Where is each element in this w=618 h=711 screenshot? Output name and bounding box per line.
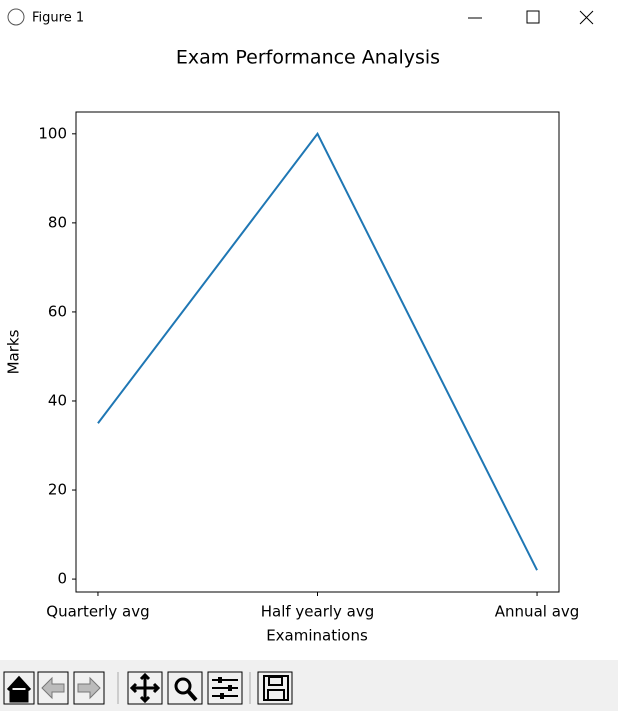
- toolbar: [0, 660, 618, 711]
- pan-button[interactable]: [127, 671, 163, 705]
- home-button[interactable]: [3, 671, 35, 705]
- close-button[interactable]: [579, 10, 594, 25]
- y-tick-label: 20: [48, 481, 67, 499]
- save-button[interactable]: [257, 671, 293, 705]
- y-tick-label: 80: [48, 213, 67, 231]
- axes-frame: [75, 111, 560, 593]
- app-icon: [7, 8, 25, 26]
- maximize-button[interactable]: [526, 10, 540, 24]
- x-axis-label: Examinations: [266, 627, 368, 645]
- y-tick-label: 40: [48, 391, 67, 409]
- data-line: [97, 131, 538, 571]
- y-axis-label: Marks: [5, 329, 23, 374]
- forward-button[interactable]: [73, 671, 105, 705]
- x-tick-label: Quarterly avg: [46, 603, 149, 621]
- configure-button[interactable]: [207, 671, 243, 705]
- x-tick-label: Annual avg: [495, 603, 580, 621]
- back-button[interactable]: [37, 671, 69, 705]
- window-title: Figure 1: [32, 11, 84, 26]
- y-tick-label: 60: [48, 302, 67, 320]
- y-tick-label: 100: [38, 124, 67, 142]
- y-tick-label: 0: [57, 570, 67, 588]
- chart-title: Exam Performance Analysis: [176, 47, 440, 69]
- x-tick-label: Half yearly avg: [261, 603, 375, 621]
- title-bar: [0, 0, 618, 36]
- zoom-button[interactable]: [167, 671, 203, 705]
